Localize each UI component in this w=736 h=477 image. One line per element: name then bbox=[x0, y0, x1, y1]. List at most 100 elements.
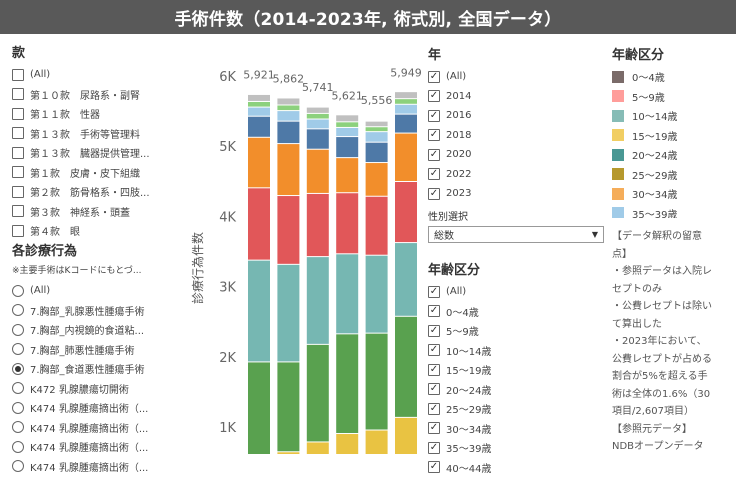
bar-segment[interactable] bbox=[307, 150, 329, 193]
checkbox-checked-icon[interactable]: ✓ bbox=[428, 168, 440, 180]
year-item[interactable]: ✓(All) bbox=[428, 67, 603, 87]
procedure-item[interactable]: 7.胸部_肺悪性腫瘍手術 bbox=[12, 340, 184, 360]
legend-item[interactable]: 5～9歳 bbox=[612, 87, 732, 107]
bar-segment[interactable] bbox=[277, 196, 299, 264]
bar-segment[interactable] bbox=[307, 120, 329, 129]
bar-segment[interactable] bbox=[248, 117, 270, 137]
category-item[interactable]: 第２款 筋骨格系・四肢... bbox=[12, 182, 184, 202]
category-item[interactable]: 第１３款 臓器提供管理... bbox=[12, 143, 184, 163]
category-item[interactable]: 第１３款 手術等管理料 bbox=[12, 124, 184, 144]
age-item[interactable]: ✓35～39歳 bbox=[428, 438, 603, 458]
bar-segment[interactable] bbox=[248, 102, 270, 107]
bar-segment[interactable] bbox=[336, 128, 358, 136]
age-item[interactable]: ✓10～14歳 bbox=[428, 341, 603, 361]
bar-segment[interactable] bbox=[366, 163, 388, 196]
legend-item[interactable]: 35～39歳 bbox=[612, 204, 732, 219]
age-item[interactable]: ✓0～4歳 bbox=[428, 302, 603, 322]
radio-icon[interactable] bbox=[12, 421, 24, 433]
checkbox-checked-icon[interactable]: ✓ bbox=[428, 90, 440, 102]
bar-segment[interactable] bbox=[395, 99, 417, 104]
bar-segment[interactable] bbox=[336, 254, 358, 333]
bar-segment[interactable] bbox=[277, 98, 299, 104]
procedure-item[interactable]: K472 乳腺膿瘍切開術 bbox=[12, 379, 184, 399]
category-item[interactable]: 第１１款 性器 bbox=[12, 104, 184, 124]
checkbox-checked-icon[interactable]: ✓ bbox=[428, 71, 440, 83]
checkbox-checked-icon[interactable]: ✓ bbox=[428, 383, 440, 395]
year-item[interactable]: ✓2020 bbox=[428, 145, 603, 165]
checkbox-checked-icon[interactable]: ✓ bbox=[428, 325, 440, 337]
category-item[interactable]: (All) bbox=[12, 65, 184, 85]
legend-item[interactable]: 10～14歳 bbox=[612, 106, 732, 126]
radio-icon[interactable] bbox=[12, 382, 24, 394]
bar-segment[interactable] bbox=[366, 197, 388, 255]
checkbox-icon[interactable] bbox=[12, 108, 24, 120]
bar-segment[interactable] bbox=[366, 122, 388, 127]
bar-segment[interactable] bbox=[395, 92, 417, 98]
bar-segment[interactable] bbox=[248, 188, 270, 259]
bar-segment[interactable] bbox=[336, 193, 358, 253]
legend-item[interactable]: 15～19歳 bbox=[612, 126, 732, 146]
bar-segment[interactable] bbox=[395, 243, 417, 316]
year-item[interactable]: ✓2016 bbox=[428, 106, 603, 126]
procedure-item[interactable]: K474 乳腺腫瘍摘出術（... bbox=[12, 457, 184, 477]
checkbox-checked-icon[interactable]: ✓ bbox=[428, 344, 440, 356]
legend-item[interactable]: 0～4歳 bbox=[612, 67, 732, 87]
bar-segment[interactable] bbox=[366, 256, 388, 333]
year-item[interactable]: ✓2022 bbox=[428, 165, 603, 185]
bar-segment[interactable] bbox=[277, 122, 299, 143]
bar-segment[interactable] bbox=[366, 127, 388, 131]
bar-segment[interactable] bbox=[248, 362, 270, 454]
bar-segment[interactable] bbox=[366, 143, 388, 162]
radio-icon[interactable] bbox=[12, 402, 24, 414]
procedure-item[interactable]: 7.胸部_内視鏡的食道粘... bbox=[12, 320, 184, 340]
bar-segment[interactable] bbox=[277, 105, 299, 110]
bar-segment[interactable] bbox=[277, 265, 299, 362]
bar-segment[interactable] bbox=[395, 115, 417, 133]
checkbox-icon[interactable] bbox=[12, 127, 24, 139]
checkbox-checked-icon[interactable]: ✓ bbox=[428, 149, 440, 161]
legend-item[interactable]: 30～34歳 bbox=[612, 184, 732, 204]
bar-segment[interactable] bbox=[336, 115, 358, 121]
sex-select-dropdown[interactable]: 総数 ▼ bbox=[428, 226, 604, 243]
checkbox-icon[interactable] bbox=[12, 205, 24, 217]
category-item[interactable]: 第１款 皮膚・皮下組織 bbox=[12, 163, 184, 183]
checkbox-checked-icon[interactable]: ✓ bbox=[428, 305, 440, 317]
procedure-item[interactable]: 7.胸部_食道悪性腫瘍手術 bbox=[12, 359, 184, 379]
radio-selected-icon[interactable] bbox=[12, 363, 24, 375]
bar-segment[interactable] bbox=[366, 431, 388, 454]
age-item[interactable]: ✓20～24歳 bbox=[428, 380, 603, 400]
checkbox-checked-icon[interactable]: ✓ bbox=[428, 461, 440, 473]
bar-segment[interactable] bbox=[395, 134, 417, 181]
radio-icon[interactable] bbox=[12, 324, 24, 336]
radio-icon[interactable] bbox=[12, 343, 24, 355]
bar-segment[interactable] bbox=[307, 345, 329, 442]
bar-segment[interactable] bbox=[395, 418, 417, 454]
bar-segment[interactable] bbox=[248, 95, 270, 101]
age-item[interactable]: ✓15～19歳 bbox=[428, 360, 603, 380]
bar-segment[interactable] bbox=[336, 137, 358, 157]
bar-segment[interactable] bbox=[277, 144, 299, 195]
procedure-item[interactable]: K474 乳腺腫瘍摘出術（... bbox=[12, 398, 184, 418]
radio-icon[interactable] bbox=[12, 441, 24, 453]
bar-segment[interactable] bbox=[336, 334, 358, 433]
age-item[interactable]: ✓30～34歳 bbox=[428, 419, 603, 439]
legend-item[interactable]: 20～24歳 bbox=[612, 145, 732, 165]
checkbox-icon[interactable] bbox=[12, 88, 24, 100]
bar-segment[interactable] bbox=[248, 138, 270, 188]
checkbox-checked-icon[interactable]: ✓ bbox=[428, 403, 440, 415]
year-item[interactable]: ✓2018 bbox=[428, 126, 603, 146]
age-item[interactable]: ✓40～44歳 bbox=[428, 458, 603, 477]
checkbox-icon[interactable] bbox=[12, 166, 24, 178]
bar-segment[interactable] bbox=[336, 158, 358, 192]
bar-segment[interactable] bbox=[307, 129, 329, 148]
year-item[interactable]: ✓2014 bbox=[428, 87, 603, 107]
bar-segment[interactable] bbox=[366, 132, 388, 142]
bar-segment[interactable] bbox=[307, 108, 329, 113]
bar-segment[interactable] bbox=[307, 257, 329, 344]
checkbox-checked-icon[interactable]: ✓ bbox=[428, 129, 440, 141]
bar-segment[interactable] bbox=[277, 111, 299, 121]
category-item[interactable]: 第１０款 尿路系・副腎 bbox=[12, 85, 184, 105]
checkbox-checked-icon[interactable]: ✓ bbox=[428, 286, 440, 298]
checkbox-checked-icon[interactable]: ✓ bbox=[428, 422, 440, 434]
checkbox-icon[interactable] bbox=[12, 225, 24, 237]
